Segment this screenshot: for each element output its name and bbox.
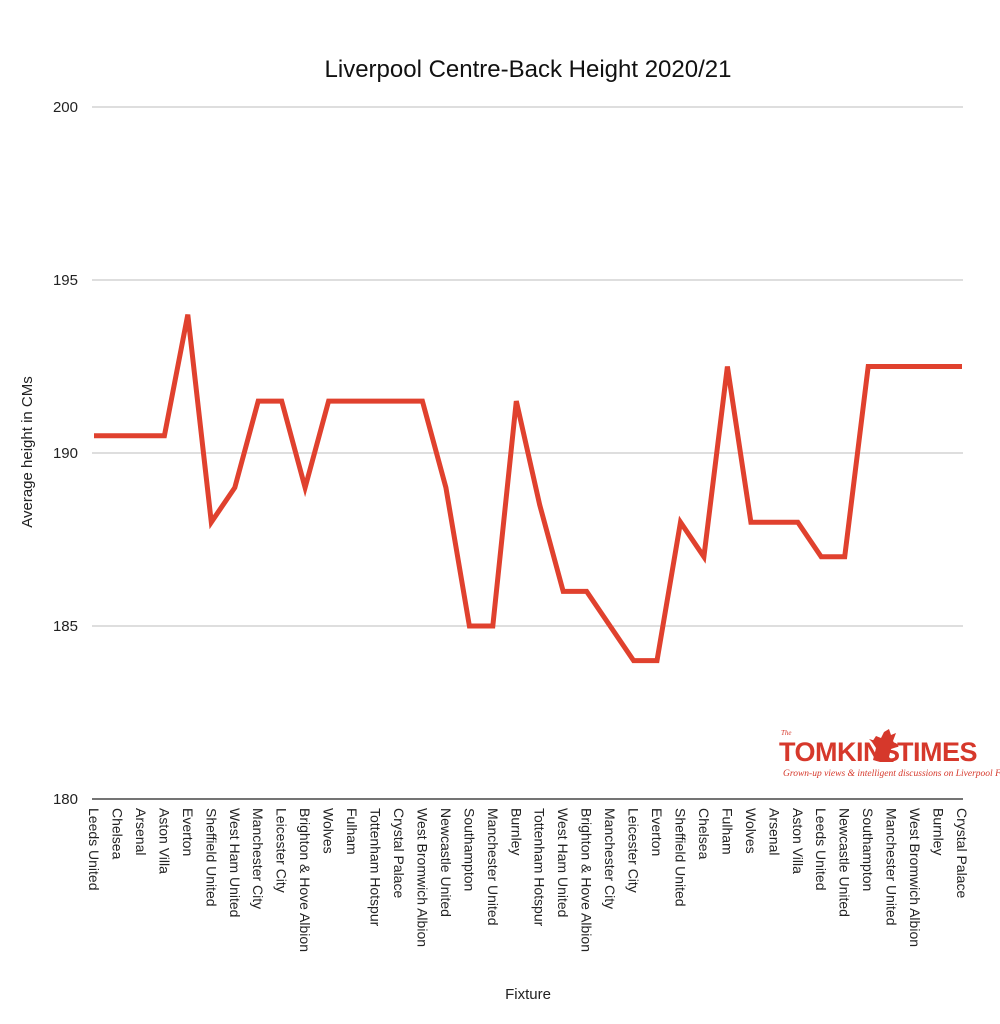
x-tick-label: Burnley xyxy=(508,808,524,855)
x-tick-label: Aston Villa xyxy=(156,808,172,874)
y-tick-label: 200 xyxy=(53,99,78,116)
y-tick-label: 180 xyxy=(53,791,78,808)
x-tick-label: Wolves xyxy=(743,808,759,854)
chart-title: Liverpool Centre-Back Height 2020/21 xyxy=(325,56,732,83)
x-tick-label: Sheffield United xyxy=(203,808,219,907)
x-tick-label: West Ham United xyxy=(227,808,243,917)
x-tick-label: Southampton xyxy=(461,808,477,891)
y-axis-ticks: 180 185 190 195 200 xyxy=(53,99,78,808)
x-tick-label: Tottenham Hotspur xyxy=(532,808,548,927)
x-tick-label: Brighton & Hove Albion xyxy=(297,808,313,952)
tomkins-times-logo: The TOMKINS TIMES Grown-up views & intel… xyxy=(779,729,1000,779)
x-tick-label: Manchester United xyxy=(485,808,501,926)
y-tick-label: 190 xyxy=(53,445,78,462)
x-tick-label: Crystal Palace xyxy=(954,808,970,898)
x-tick-label: West Ham United xyxy=(555,808,571,917)
x-tick-label: Arsenal xyxy=(133,808,149,855)
x-tick-label: Manchester City xyxy=(602,808,618,909)
x-tick-label: Tottenham Hotspur xyxy=(368,808,384,927)
x-tick-label: Fulham xyxy=(344,808,360,855)
x-tick-label: Newcastle United xyxy=(837,808,853,917)
x-tick-label: Brighton & Hove Albion xyxy=(579,808,595,952)
x-tick-label: Manchester City xyxy=(250,808,266,909)
y-tick-label: 195 xyxy=(53,272,78,289)
x-axis-ticks: Leeds United Chelsea Arsenal Aston Villa Eve… xyxy=(86,808,970,952)
x-tick-label: Chelsea xyxy=(696,808,712,860)
x-tick-label: Crystal Palace xyxy=(391,808,407,898)
x-tick-label: Arsenal xyxy=(766,808,782,855)
x-tick-label: Everton xyxy=(649,808,665,856)
logo-tagline: Grown-up views & intelligent discussions… xyxy=(783,769,1000,779)
x-tick-label: Chelsea xyxy=(109,808,125,860)
liverbird-icon xyxy=(869,729,897,762)
x-axis-label: Fixture xyxy=(505,986,551,1003)
x-tick-label: Wolves xyxy=(321,808,337,854)
x-tick-label: Sheffield United xyxy=(672,808,688,907)
logo-name-right: TIMES xyxy=(897,737,977,767)
y-tick-label: 185 xyxy=(53,618,78,635)
x-tick-label: Leeds United xyxy=(86,808,102,891)
x-tick-label: West Bromwich Albion xyxy=(414,808,430,947)
x-tick-label: Aston Villa xyxy=(790,808,806,874)
series-layer xyxy=(93,314,963,664)
x-tick-label: Everton xyxy=(180,808,196,856)
x-tick-label: Newcastle United xyxy=(438,808,454,917)
x-tick-label: Manchester United xyxy=(884,808,900,926)
logo-small-text: The xyxy=(781,729,792,737)
x-tick-label: Southampton xyxy=(860,808,876,891)
x-tick-label: Leeds United xyxy=(813,808,829,891)
series-line xyxy=(94,314,962,664)
y-axis-label: Average height in CMs xyxy=(19,376,36,527)
x-tick-label: Burnley xyxy=(931,808,947,855)
x-tick-label: West Bromwich Albion xyxy=(907,808,923,947)
x-tick-label: Fulham xyxy=(719,808,735,855)
x-tick-label: Leicester City xyxy=(626,808,642,893)
x-tick-label: Leicester City xyxy=(274,808,290,893)
